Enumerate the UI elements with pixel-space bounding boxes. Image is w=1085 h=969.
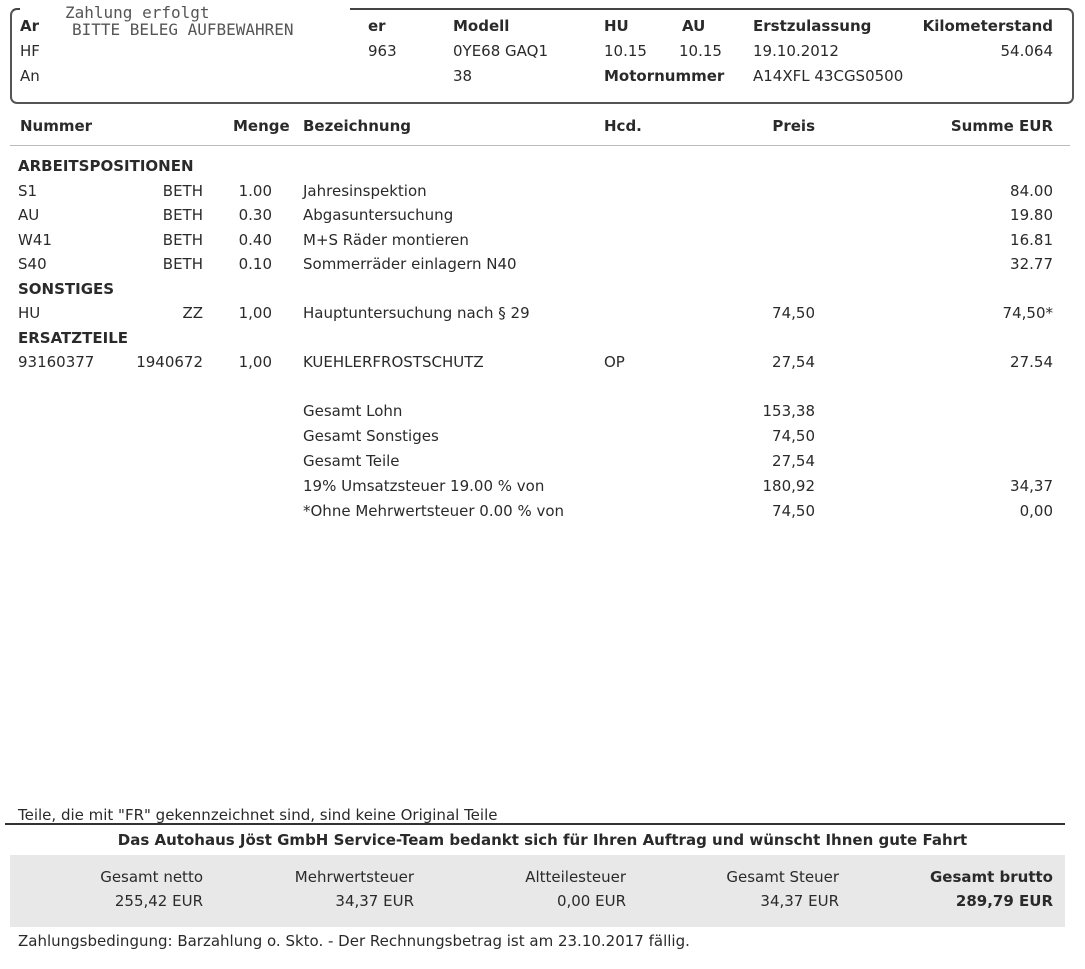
item-hcd: OP [604, 353, 625, 371]
summary-label: Gesamt Steuer [726, 868, 839, 886]
au-value: 10.15 [679, 42, 722, 60]
item-menge: 0.10 [238, 255, 272, 273]
stamp-line-1: Zahlung erfolgt [65, 3, 210, 22]
item-nummer: 93160377 [18, 353, 95, 371]
summary-value: 0,00 EUR [556, 892, 626, 910]
section-title: ERSATZTEILE [18, 328, 129, 347]
stamp-line-2: BITTE BELEG AUFBEWAHREN [72, 20, 294, 39]
erstzulassung-value: 19.10.2012 [753, 42, 839, 60]
item-nummer: S40 [18, 255, 47, 273]
col-hcd: Hcd. [604, 117, 642, 135]
item-bezeichnung: Sommerräder einlagern N40 [303, 255, 517, 273]
col-summe: Summe EUR [950, 117, 1053, 135]
total-label: Gesamt Lohn [303, 402, 403, 420]
summary-label: Mehrwertsteuer [294, 868, 414, 886]
header-col1-row3: An [20, 67, 40, 85]
modell-row3: 38 [453, 67, 473, 85]
section-title: SONSTIGES [18, 279, 115, 298]
item-code: BETH [162, 206, 203, 224]
vehicle-info-box [10, 8, 1074, 104]
item-code: ZZ [182, 304, 203, 322]
total-preis: 27,54 [772, 452, 815, 470]
stamp-mask [20, 4, 350, 14]
modell-value: 0YE68 GAQ1 [453, 42, 549, 60]
item-code: BETH [162, 255, 203, 273]
item-bezeichnung: Jahresinspektion [303, 181, 427, 200]
total-summe: 34,37 [1010, 477, 1053, 495]
item-preis: 27,54 [772, 353, 815, 371]
col-menge: Menge [233, 117, 290, 135]
header-col1-value: HF [20, 42, 40, 60]
item-code: BETH [162, 181, 203, 200]
total-preis: 74,50 [772, 427, 815, 445]
header-col2-value: 963 [368, 42, 397, 60]
hu-value: 10.15 [604, 42, 647, 60]
summary-value: 289,79 EUR [955, 892, 1053, 910]
item-menge: 1.00 [238, 181, 272, 200]
col-nummer: Nummer [20, 117, 93, 135]
item-summe: 32.77 [1010, 255, 1053, 273]
thanks-text: Das Autohaus Jöst GmbH Service-Team beda… [117, 831, 968, 849]
item-preis: 74,50 [772, 304, 815, 322]
total-label: *Ohne Mehrwertsteuer 0.00 % von [303, 502, 565, 520]
item-summe: 19.80 [1010, 206, 1053, 224]
item-menge: 0.40 [238, 230, 272, 249]
total-preis: 180,92 [762, 477, 816, 495]
item-nummer: HU [18, 304, 41, 322]
item-nummer: W41 [18, 230, 52, 249]
header-divider [10, 145, 1070, 146]
section-title: ARBEITSPOSITIONEN [18, 157, 194, 175]
item-bezeichnung: M+S Räder montieren [303, 230, 469, 249]
item-summe: 84.00 [1010, 181, 1053, 200]
motornummer-label: Motornummer [604, 67, 725, 85]
item-menge: 1,00 [238, 353, 272, 371]
motornummer-value: A14XFL 43CGS0500 [753, 67, 904, 85]
total-preis: 74,50 [772, 502, 815, 520]
item-bezeichnung: KUEHLERFROSTSCHUTZ [303, 353, 484, 371]
total-label: Gesamt Sonstiges [303, 427, 439, 445]
summary-value: 34,37 EUR [760, 892, 839, 910]
item-menge: 0.30 [238, 206, 272, 224]
item-nummer: S1 [18, 181, 38, 200]
header-col2-label: er [368, 17, 386, 35]
col-preis: Preis [772, 117, 815, 135]
total-label: 19% Umsatzsteuer 19.00 % von [303, 477, 545, 495]
item-code: 1940672 [136, 353, 203, 371]
payment-terms: Zahlungsbedingung: Barzahlung o. Skto. -… [18, 932, 690, 950]
au-label: AU [682, 17, 706, 35]
km-label: Kilometerstand [922, 17, 1053, 35]
col-bezeichnung: Bezeichnung [303, 117, 411, 135]
header-col1-label: Ar [20, 17, 40, 35]
item-bezeichnung: Hauptuntersuchung nach § 29 [303, 304, 530, 322]
item-code: BETH [162, 230, 203, 249]
item-bezeichnung: Abgasuntersuchung [303, 206, 454, 224]
item-menge: 1,00 [238, 304, 272, 322]
summary-label: Gesamt brutto [929, 868, 1053, 886]
summary-label: Altteilesteuer [525, 868, 626, 886]
summary-band [10, 855, 1065, 927]
item-summe: 74,50* [1002, 304, 1053, 322]
erstzulassung-label: Erstzulassung [753, 17, 872, 35]
km-value: 54.064 [1000, 42, 1054, 60]
summary-value: 34,37 EUR [335, 892, 414, 910]
total-summe: 0,00 [1019, 502, 1053, 520]
summary-label: Gesamt netto [100, 868, 203, 886]
total-label: Gesamt Teile [303, 452, 400, 470]
footer-note: Teile, die mit "FR" gekennzeichnet sind,… [18, 806, 498, 824]
item-summe: 16.81 [1010, 230, 1053, 249]
item-nummer: AU [18, 206, 40, 224]
footer-divider [5, 823, 1065, 825]
hu-label: HU [604, 17, 629, 35]
item-summe: 27.54 [1010, 353, 1053, 371]
total-preis: 153,38 [762, 402, 816, 420]
summary-value: 255,42 EUR [114, 892, 203, 910]
modell-label: Modell [453, 17, 510, 35]
